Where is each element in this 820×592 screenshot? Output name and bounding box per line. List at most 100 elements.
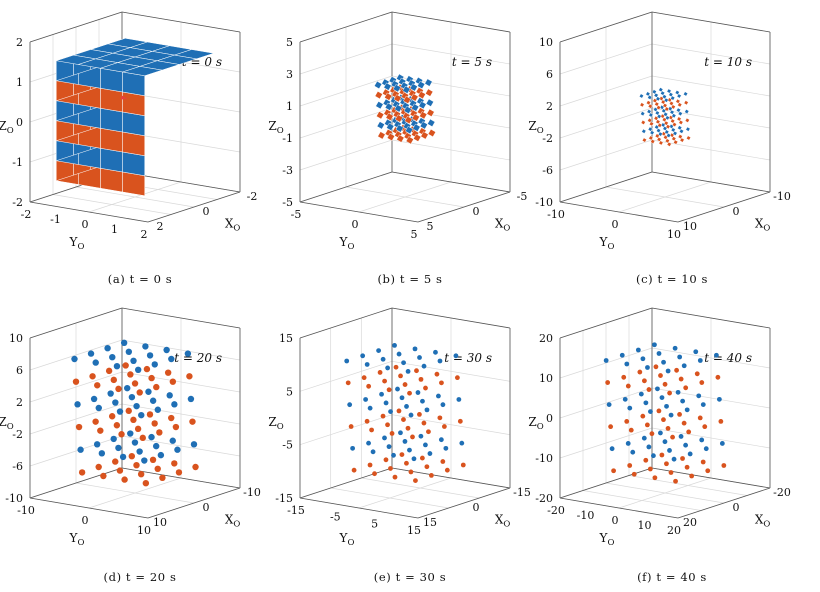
fragment-point — [658, 140, 664, 146]
x-tick-label: 20 — [683, 516, 697, 529]
fragment-point — [142, 480, 150, 487]
fragment-point — [112, 399, 119, 406]
x-tick-label: -10 — [773, 190, 791, 203]
fragment-point — [427, 118, 436, 127]
z-tick-label: -6 — [542, 164, 553, 177]
fragment-point — [664, 115, 670, 121]
fragment-point — [369, 427, 374, 433]
fragment-point — [661, 359, 666, 365]
fragment-point — [367, 405, 373, 411]
fragment-point — [624, 419, 630, 424]
cube-cell — [122, 91, 145, 117]
axis-edge — [559, 497, 679, 519]
z-tick-label: 1 — [286, 100, 293, 113]
x-tick-label: -10 — [243, 486, 261, 499]
fragment-point — [611, 468, 616, 474]
fragment-point — [667, 448, 672, 453]
fragment-point — [107, 390, 114, 397]
fragment-point — [668, 470, 674, 475]
fragment-point — [380, 356, 386, 362]
fragment-point — [164, 369, 172, 376]
fragment-point — [668, 100, 674, 106]
fragment-point — [143, 365, 151, 373]
y-tick-label: -15 — [287, 504, 305, 517]
fragment-point — [686, 135, 691, 141]
fragment-point — [414, 368, 419, 374]
fragment-point — [128, 393, 136, 401]
fragment-point — [402, 439, 408, 444]
fragment-point — [675, 389, 681, 395]
z-tick-label: -10 — [535, 452, 553, 465]
fragment-point — [392, 343, 397, 348]
z-tick-label: 0 — [16, 116, 23, 129]
fragment-point — [184, 350, 192, 357]
fragment-point — [440, 459, 446, 464]
fragment-point — [97, 427, 104, 434]
z-tick-label: 0 — [546, 412, 553, 425]
fragment-point — [700, 459, 706, 465]
fragment-point — [417, 80, 426, 90]
fragment-point — [673, 478, 678, 484]
fragment-point — [648, 409, 653, 414]
fragment-point — [672, 345, 678, 351]
fragment-point — [662, 439, 668, 445]
fragment-point — [125, 407, 132, 415]
fragment-point — [127, 371, 134, 378]
fragment-point — [663, 111, 669, 117]
fragment-point — [171, 401, 178, 408]
fragment-point — [714, 352, 719, 358]
fragment-point — [685, 126, 691, 132]
fragment-point — [134, 366, 142, 373]
fragment-point — [653, 92, 659, 98]
fragment-point — [676, 116, 682, 122]
panel-caption: (d) t = 20 s — [104, 570, 177, 584]
cube-cell — [122, 151, 145, 177]
axis-edge — [299, 11, 393, 43]
fragment-point — [670, 118, 676, 124]
y-tick-label: 0 — [612, 218, 619, 231]
fragment-point — [652, 475, 658, 481]
fragment-point — [408, 469, 414, 475]
axis-edge — [29, 11, 123, 43]
fragment-point — [94, 382, 101, 389]
fragment-point — [149, 456, 157, 463]
axis-edge — [29, 467, 123, 499]
axis-edge — [147, 487, 241, 519]
fragment-point — [670, 127, 676, 133]
fragment-point — [131, 380, 139, 387]
cube-cell — [100, 107, 123, 133]
time-label: t = 30 s — [444, 351, 492, 365]
fragment-point — [426, 108, 435, 117]
fragment-point — [424, 464, 430, 470]
fragment-point — [716, 396, 722, 402]
fragment-point — [418, 101, 427, 110]
axis-edge — [299, 307, 393, 339]
y-tick-label: 15 — [407, 524, 421, 537]
fragment-point — [411, 103, 420, 112]
fragment-point — [175, 469, 183, 476]
fragment-point — [110, 376, 118, 384]
axis-edge — [677, 191, 771, 223]
fragment-point — [146, 411, 154, 418]
fragment-point — [423, 442, 428, 448]
fragment-point — [656, 113, 662, 119]
fragment-point — [396, 134, 405, 143]
fragment-point — [436, 393, 441, 399]
fragment-point — [145, 388, 152, 395]
fragment-point — [674, 90, 680, 95]
fragment-point — [363, 397, 369, 402]
y-tick-label: -10 — [547, 208, 565, 221]
fragment-point — [648, 135, 654, 141]
fragment-point — [703, 446, 709, 452]
fragment-point — [438, 437, 444, 443]
fragment-point — [647, 103, 653, 109]
fragment-point — [683, 442, 689, 448]
fragment-point — [374, 80, 383, 90]
fragment-point — [664, 129, 670, 135]
fragment-point — [372, 471, 377, 477]
fragment-point — [668, 412, 674, 418]
fragment-point — [621, 374, 627, 380]
fragment-point — [411, 113, 420, 122]
fragment-point — [705, 468, 711, 474]
